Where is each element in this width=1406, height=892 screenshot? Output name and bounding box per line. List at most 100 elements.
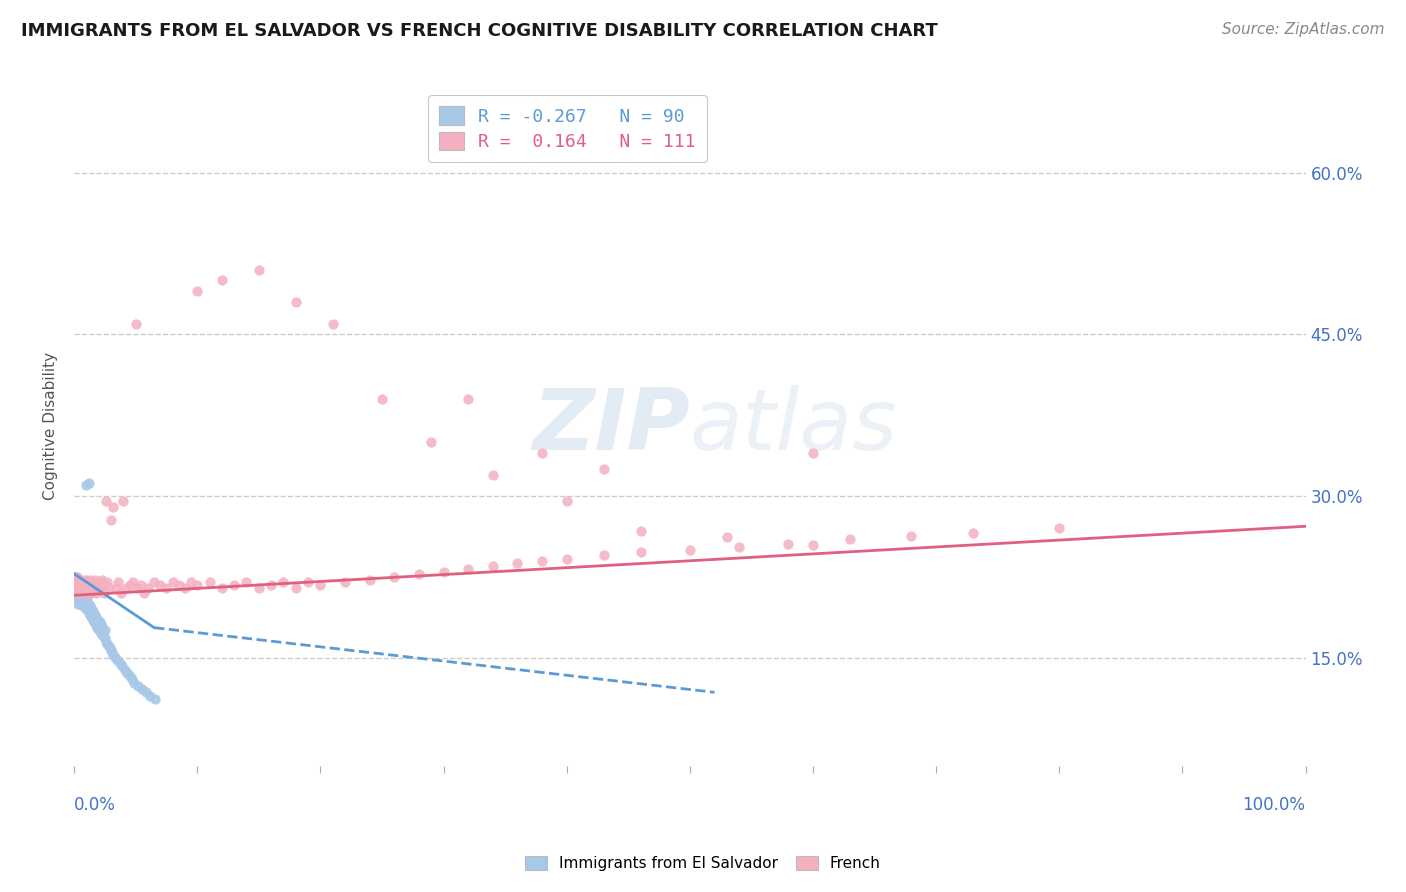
Point: [247, 262, 270, 277]
Point: [333, 575, 356, 590]
Point: [94, 634, 117, 648]
Point: [114, 663, 136, 677]
Y-axis label: Cognitive Disability: Cognitive Disability: [44, 352, 58, 500]
Point: [67, 573, 90, 587]
Point: [70, 575, 93, 590]
Point: [118, 577, 141, 591]
Point: [75, 599, 97, 613]
Point: [67, 586, 90, 600]
Point: [432, 565, 454, 579]
Point: [70, 575, 93, 590]
Point: [77, 597, 100, 611]
Point: [70, 597, 93, 611]
Point: [65, 575, 87, 590]
Point: [260, 577, 283, 591]
Point: [127, 679, 149, 693]
Point: [96, 637, 118, 651]
Point: [94, 632, 117, 646]
Point: [108, 657, 131, 671]
Point: [716, 530, 738, 544]
Text: Source: ZipAtlas.com: Source: ZipAtlas.com: [1222, 22, 1385, 37]
Point: [457, 392, 479, 406]
Point: [592, 549, 614, 563]
Point: [134, 586, 156, 600]
Point: [97, 639, 120, 653]
Point: [129, 577, 152, 591]
Point: [70, 584, 93, 599]
Point: [531, 446, 554, 460]
Point: [382, 570, 405, 584]
Point: [83, 581, 105, 595]
Text: ZIP: ZIP: [533, 384, 690, 467]
Point: [592, 462, 614, 476]
Point: [82, 582, 104, 597]
Point: [65, 577, 87, 591]
Point: [167, 577, 190, 591]
Point: [162, 575, 184, 590]
Point: [70, 591, 93, 606]
Point: [211, 581, 233, 595]
Point: [66, 575, 89, 590]
Point: [66, 575, 89, 590]
Point: [82, 604, 104, 618]
Point: [235, 575, 257, 590]
Point: [145, 691, 167, 706]
Point: [72, 599, 94, 613]
Point: [105, 653, 128, 667]
Point: [63, 581, 86, 595]
Point: [65, 570, 87, 584]
Point: [69, 577, 91, 591]
Point: [84, 610, 107, 624]
Point: [481, 467, 503, 482]
Point: [77, 582, 100, 597]
Point: [76, 586, 98, 600]
Point: [107, 575, 129, 590]
Point: [89, 624, 111, 638]
Point: [555, 494, 578, 508]
Point: [555, 551, 578, 566]
Point: [86, 612, 108, 626]
Point: [76, 590, 98, 604]
Point: [67, 573, 90, 587]
Point: [87, 614, 110, 628]
Point: [84, 607, 107, 622]
Point: [94, 623, 117, 637]
Point: [65, 570, 87, 584]
Point: [136, 581, 159, 595]
Point: [73, 591, 96, 606]
Point: [84, 616, 107, 631]
Point: [110, 586, 132, 600]
Text: atlas: atlas: [690, 384, 898, 467]
Point: [80, 577, 103, 591]
Point: [186, 284, 208, 298]
Point: [838, 533, 860, 547]
Point: [284, 295, 307, 310]
Point: [309, 577, 332, 591]
Point: [408, 566, 430, 581]
Point: [77, 606, 100, 620]
Point: [174, 581, 197, 595]
Point: [104, 649, 127, 664]
Point: [198, 575, 221, 590]
Point: [75, 581, 97, 595]
Point: [84, 586, 107, 600]
Point: [80, 601, 103, 615]
Point: [67, 581, 90, 595]
Point: [73, 586, 96, 600]
Point: [86, 621, 108, 635]
Point: [76, 577, 98, 591]
Point: [76, 602, 98, 616]
Point: [118, 669, 141, 683]
Point: [322, 317, 344, 331]
Point: [66, 581, 89, 595]
Point: [900, 529, 922, 543]
Point: [115, 665, 138, 680]
Point: [69, 597, 91, 611]
Point: [962, 525, 984, 540]
Point: [73, 577, 96, 591]
Point: [70, 582, 93, 597]
Point: [125, 581, 148, 595]
Point: [84, 573, 107, 587]
Point: [75, 591, 97, 606]
Point: [1047, 521, 1070, 535]
